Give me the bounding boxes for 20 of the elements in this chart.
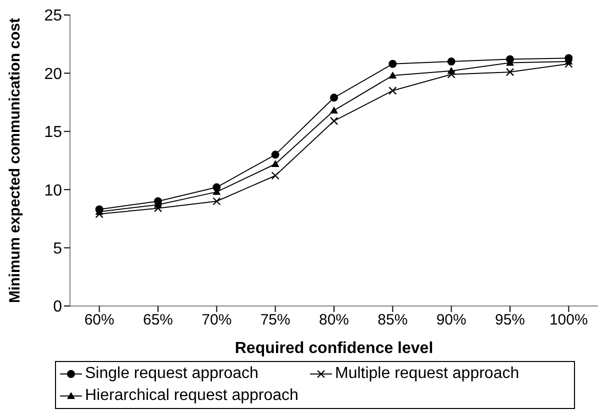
legend-label: Single request approach	[85, 365, 258, 383]
y-tick-label: 20	[44, 66, 62, 83]
x-tick-label: 90%	[436, 312, 466, 329]
x-tick-label: 75%	[260, 312, 290, 329]
legend-label: Hierarchical request approach	[85, 387, 298, 405]
x-tick-label: 80%	[318, 312, 350, 329]
y-tick-label: 10	[44, 182, 62, 200]
x-tick-label: 85%	[378, 312, 408, 329]
x-axis-title: Required confidence level	[234, 340, 434, 357]
y-tick-label: 15	[44, 124, 62, 142]
y-tick-label: 25	[44, 8, 62, 25]
y-tick-label: 0	[53, 298, 62, 316]
x-tick-label: 100%	[549, 312, 588, 329]
y-tick-label: 5	[53, 240, 62, 258]
x-tick-label: 60%	[84, 312, 114, 329]
x-tick-label: 65%	[142, 312, 174, 329]
legend-label: Multiple request approach	[335, 365, 520, 383]
y-axis-title: Minimum expected communication cost	[6, 18, 24, 304]
x-tick-label: 95%	[494, 312, 526, 329]
x-tick-label: 70%	[202, 312, 232, 329]
